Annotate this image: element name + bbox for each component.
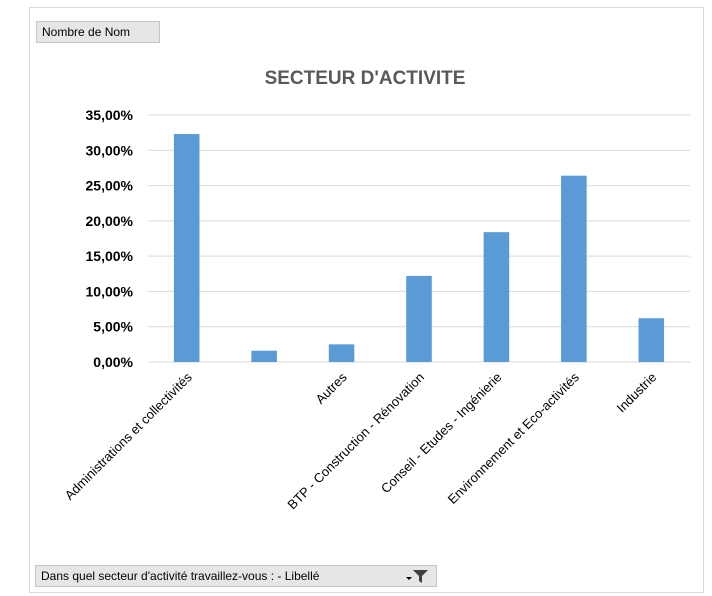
bar xyxy=(483,232,510,362)
y-tick-label: 30,00% xyxy=(86,142,134,158)
y-tick-label: 35,00% xyxy=(86,107,134,123)
bar xyxy=(328,344,355,362)
y-tick-label: 25,00% xyxy=(86,178,134,194)
bar xyxy=(406,275,432,362)
y-tick-label: 20,00% xyxy=(86,213,134,229)
x-tick-label: Autres xyxy=(313,369,351,407)
x-tick-label: Environnement et Eco-activités xyxy=(445,369,583,507)
y-tick-label: 10,00% xyxy=(86,283,134,299)
x-tick-label: Administrations et collectivités xyxy=(62,369,196,503)
bar xyxy=(638,318,665,362)
chart-title: SECTEUR D'ACTIVITE xyxy=(265,68,466,89)
y-tick-label: 0,00% xyxy=(93,354,133,370)
value-field-button[interactable]: Nombre de Nom xyxy=(36,21,160,43)
y-tick-label: 5,00% xyxy=(93,319,133,335)
y-tick-label: 15,00% xyxy=(86,248,134,264)
chart-area xyxy=(29,7,704,593)
value-field-label: Nombre de Nom xyxy=(42,25,131,39)
axis-field-button[interactable]: Dans quel secteur d'activité travaillez-… xyxy=(35,565,437,587)
funnel-icon[interactable] xyxy=(413,570,428,583)
dropdown-arrow-icon[interactable] xyxy=(406,577,412,580)
bar xyxy=(561,175,587,362)
axis-field-label: Dans quel secteur d'activité travaillez-… xyxy=(41,569,320,583)
x-tick-label: Industrie xyxy=(614,370,660,416)
bar xyxy=(173,134,200,362)
bar xyxy=(251,350,277,362)
x-tick-label: BTP - Construction - Rénovation xyxy=(284,370,427,513)
